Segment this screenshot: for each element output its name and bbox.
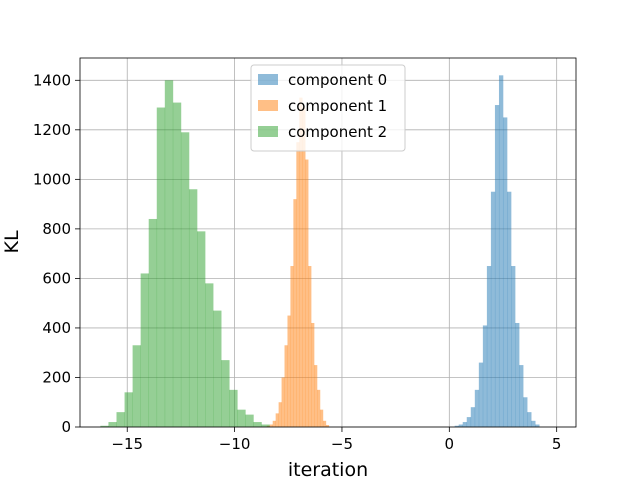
- legend-label: component 2: [288, 123, 387, 141]
- histogram-bar: [156, 107, 166, 427]
- series-1-bars: [266, 97, 330, 428]
- histogram-bar: [116, 412, 125, 427]
- histogram-bar: [296, 142, 300, 427]
- histogram-bar: [322, 420, 327, 427]
- histogram-bar: [531, 420, 536, 427]
- histogram-bar: [229, 389, 238, 427]
- histogram-bar: [515, 322, 520, 427]
- x-tick-label: 5: [552, 435, 562, 453]
- histogram-bar: [188, 189, 198, 427]
- histogram-bar: [148, 218, 158, 427]
- histogram-bar: [462, 422, 468, 427]
- histogram-bar: [311, 322, 315, 427]
- histogram-bar: [314, 365, 318, 427]
- histogram-bar: [454, 425, 460, 427]
- histogram-bar: [272, 420, 276, 427]
- y-axis-ticks: 0 200 400 600 800 1000 1200 1400: [33, 71, 80, 436]
- histogram-bar: [197, 231, 206, 427]
- y-axis-label: KL: [1, 230, 23, 253]
- histogram-bar: [245, 414, 254, 427]
- histogram-bar: [180, 132, 190, 428]
- x-tick-label: 0: [445, 435, 455, 453]
- histogram-bar: [325, 425, 330, 427]
- histogram-bar: [172, 102, 182, 427]
- legend-label: component 0: [288, 71, 387, 89]
- legend-swatch: [258, 126, 278, 137]
- y-tick-label: 1200: [33, 121, 71, 139]
- legend-entries: component 0 component 1 component 2: [258, 71, 387, 141]
- histogram-bar: [466, 417, 472, 427]
- histogram-bar: [498, 75, 504, 427]
- histogram-bars: [100, 75, 540, 428]
- histogram-bar: [278, 402, 282, 427]
- histogram-bar: [305, 159, 309, 427]
- histogram-bar: [284, 345, 288, 427]
- histogram-bar: [478, 362, 484, 427]
- y-tick-label: 600: [42, 269, 71, 287]
- legend: component 0 component 1 component 2: [250, 64, 406, 152]
- histogram-bar: [470, 407, 476, 427]
- histogram-bar: [108, 422, 117, 427]
- histogram-bar: [502, 117, 508, 427]
- histogram-bar: [519, 365, 524, 427]
- histogram-bar: [287, 315, 291, 427]
- x-tick-label: −10: [219, 435, 251, 453]
- histogram-bar: [269, 424, 274, 427]
- y-tick-label: 400: [42, 319, 71, 337]
- histogram-bar: [308, 266, 312, 427]
- histogram-bar: [281, 377, 285, 427]
- histogram-bar: [253, 422, 262, 427]
- histogram-bar: [458, 424, 464, 427]
- series-2-bars: [100, 80, 270, 428]
- legend-box: [250, 64, 406, 152]
- histogram-bar: [507, 191, 512, 427]
- histogram-bar: [164, 80, 174, 428]
- y-tick-label: 1400: [33, 71, 71, 89]
- histogram-bar: [527, 412, 532, 427]
- histogram-bar: [316, 389, 321, 427]
- x-tick-label: −5: [331, 435, 353, 453]
- histogram-bar: [490, 191, 496, 427]
- histogram-bar: [140, 273, 150, 427]
- histogram-bar: [511, 266, 516, 427]
- histogram-bar: [302, 107, 306, 427]
- histogram-bar: [213, 310, 222, 427]
- y-tick-label: 0: [61, 418, 71, 436]
- histogram-bar: [486, 266, 492, 427]
- x-axis-ticks: −15 −10 −5 0 5: [111, 427, 561, 453]
- histogram-bar: [100, 425, 109, 427]
- histogram-bar: [237, 409, 246, 427]
- x-tick-label: −15: [111, 435, 143, 453]
- legend-label: component 1: [288, 97, 387, 115]
- histogram-bar: [261, 424, 270, 427]
- plot-frame: [79, 57, 577, 428]
- legend-swatch: [258, 100, 278, 111]
- histogram-bar: [132, 345, 141, 427]
- histogram-bar: [275, 413, 279, 427]
- legend-swatch: [258, 74, 278, 85]
- histogram-bar: [290, 266, 294, 427]
- x-axis-label: iteration: [288, 459, 368, 480]
- histogram-bar: [293, 199, 297, 427]
- histogram-bar: [205, 283, 214, 427]
- histogram-bar: [482, 325, 488, 427]
- histogram-bar: [124, 392, 133, 427]
- histogram-bar: [494, 105, 500, 428]
- y-tick-label: 200: [42, 368, 71, 386]
- histogram-bar: [535, 424, 540, 427]
- histogram-bar: [319, 409, 324, 427]
- histogram-bar: [523, 397, 528, 427]
- y-tick-label: 1000: [33, 170, 71, 188]
- histogram-bar: [299, 97, 303, 428]
- histogram-bar: [221, 360, 230, 427]
- series-0-bars: [454, 75, 540, 428]
- y-tick-label: 800: [42, 220, 71, 238]
- histogram-bar: [474, 389, 480, 427]
